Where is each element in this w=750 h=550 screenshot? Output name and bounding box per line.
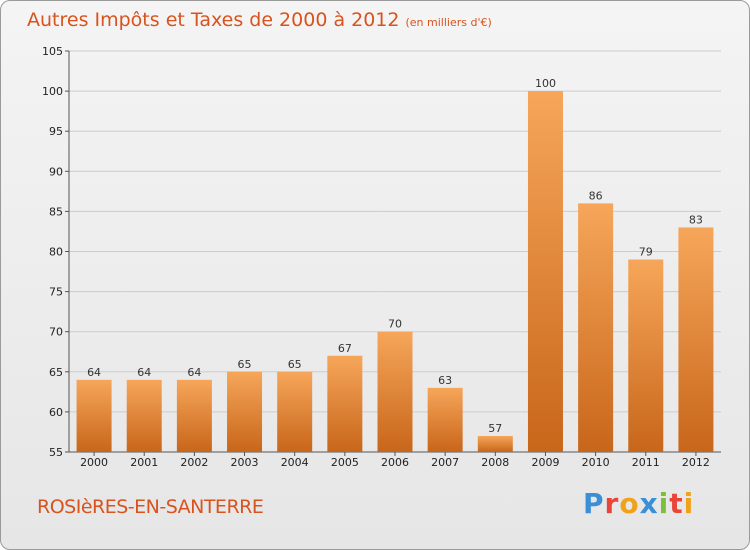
- logo-letter: t: [669, 487, 684, 520]
- x-tick-label: 2006: [381, 456, 409, 469]
- y-tick-label: 90: [49, 165, 63, 178]
- y-tick-label: 75: [49, 286, 63, 299]
- x-tick-label: 2012: [682, 456, 710, 469]
- x-tick-label: 2005: [331, 456, 359, 469]
- bar: [527, 91, 563, 452]
- y-tick-label: 105: [42, 45, 63, 58]
- data-label: 64: [137, 366, 151, 379]
- bar: [427, 387, 463, 452]
- labels: 2000 64 2001 64 2002 64 2003 65 2004 65 2005 67 2006…: [80, 77, 710, 469]
- chart-title: Autres Impôts et Taxes de 2000 à 2012 (en…: [27, 9, 492, 31]
- x-tick-label: 2007: [431, 456, 459, 469]
- data-label: 65: [288, 358, 302, 371]
- bar: [126, 379, 162, 452]
- y-tick-label: 85: [49, 205, 63, 218]
- data-label: 100: [535, 77, 556, 90]
- chart-subtitle: (en milliers d'€): [405, 16, 492, 29]
- commune-name: ROSIèRES-EN-SANTERRE: [37, 496, 264, 518]
- x-tick-label: 2010: [582, 456, 610, 469]
- logo-letter: i: [683, 487, 695, 520]
- data-label: 79: [639, 246, 653, 259]
- x-tick-label: 2011: [632, 456, 660, 469]
- x-tick-label: 2000: [80, 456, 108, 469]
- bar: [377, 331, 413, 452]
- bar: [628, 259, 664, 452]
- y-tick-label: 80: [49, 246, 63, 259]
- bar: [678, 227, 714, 452]
- y-tick-label: 65: [49, 366, 63, 379]
- logo-letter: o: [619, 487, 640, 520]
- bar: [477, 435, 513, 452]
- data-label: 86: [589, 189, 603, 202]
- x-tick-label: 2009: [531, 456, 559, 469]
- y-tick-label: 55: [49, 446, 63, 459]
- logo-letter: P: [583, 487, 605, 520]
- x-tick-label: 2008: [481, 456, 509, 469]
- data-label: 67: [338, 342, 352, 355]
- data-label: 63: [438, 374, 452, 387]
- logo-letter: i: [658, 487, 670, 520]
- y-tick-label: 60: [49, 406, 63, 419]
- logo-letter: r: [604, 487, 620, 520]
- bar: [277, 371, 313, 452]
- data-label: 65: [238, 358, 252, 371]
- bars: [76, 91, 714, 452]
- data-label: 57: [488, 422, 502, 435]
- y-tick-label: 100: [42, 85, 63, 98]
- x-tick-label: 2003: [231, 456, 259, 469]
- data-label: 64: [87, 366, 101, 379]
- bar: [578, 203, 614, 452]
- x-tick-label: 2001: [130, 456, 158, 469]
- bar: [176, 379, 212, 452]
- y-tick-label: 70: [49, 326, 63, 339]
- logo-letter: x: [639, 487, 659, 520]
- data-label: 83: [689, 213, 703, 226]
- y-tick-label: 95: [49, 125, 63, 138]
- x-tick-label: 2002: [180, 456, 208, 469]
- bar: [327, 355, 363, 452]
- data-label: 70: [388, 318, 402, 331]
- data-label: 64: [187, 366, 201, 379]
- bar: [76, 379, 112, 452]
- bar: [227, 371, 263, 452]
- proxiti-logo[interactable]: Proxiti: [583, 487, 694, 520]
- x-tick-label: 2004: [281, 456, 309, 469]
